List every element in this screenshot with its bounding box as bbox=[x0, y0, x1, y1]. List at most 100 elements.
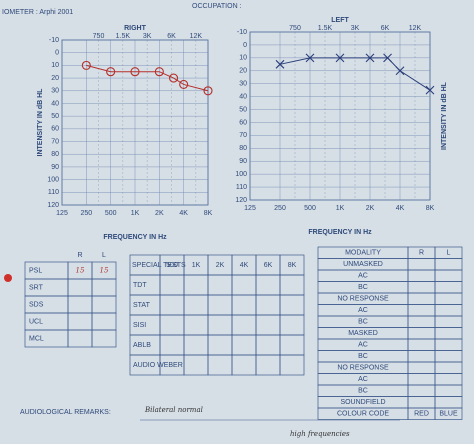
row-label: AUDIO WEBER bbox=[133, 362, 183, 369]
y-tick-label: 30 bbox=[51, 88, 59, 95]
x-tick-label: 4K bbox=[396, 205, 405, 212]
y-tick-label: 30 bbox=[239, 81, 247, 88]
y-tick-label: 20 bbox=[239, 68, 247, 75]
x-axis-label: FREQUENCY IN Hz bbox=[103, 234, 167, 241]
x-tick-label: 125 bbox=[56, 210, 68, 217]
top-tick-label: 12K bbox=[409, 25, 422, 32]
column-header: 2K bbox=[216, 262, 225, 269]
y-axis-label: INTENSITY IN dB HL bbox=[37, 88, 44, 157]
x-tick-label: 500 bbox=[304, 205, 316, 212]
remarks-label: AUDIOLOGICAL REMARKS: bbox=[20, 409, 111, 416]
y-tick-label: 70 bbox=[51, 138, 59, 145]
left-threshold bbox=[425, 85, 435, 95]
y-tick-label: 120 bbox=[235, 197, 247, 204]
cell bbox=[91, 329, 117, 348]
y-tick-label: 70 bbox=[239, 132, 247, 139]
y-tick-label: -10 bbox=[237, 29, 247, 36]
row-label: SRT bbox=[29, 284, 44, 291]
x-tick-label: 2K bbox=[155, 210, 164, 217]
row-label: PSL bbox=[29, 267, 42, 274]
row-label: BC bbox=[358, 353, 368, 360]
occupation: OCCUPATION : bbox=[192, 3, 242, 10]
row-label: AC bbox=[358, 376, 368, 383]
top-tick-label: 6K bbox=[167, 33, 176, 40]
left-threshold bbox=[365, 53, 375, 63]
remarks-text: Bilateral normal bbox=[144, 406, 203, 414]
handwritten-value: 15 bbox=[100, 267, 109, 275]
y-axis-label: INTENSITY IN dB HL bbox=[441, 81, 448, 150]
top-tick-label: 3K bbox=[143, 33, 152, 40]
left-threshold bbox=[395, 66, 405, 76]
column-header: R bbox=[77, 252, 82, 259]
footer-cell: BLUE bbox=[439, 411, 458, 418]
x-tick-label: 4K bbox=[179, 210, 188, 217]
y-tick-label: 20 bbox=[51, 75, 59, 82]
top-tick-label: 750 bbox=[93, 33, 105, 40]
row-label: MASKED bbox=[348, 330, 378, 337]
left-threshold bbox=[275, 59, 285, 69]
y-tick-label: 50 bbox=[239, 106, 247, 113]
x-tick-label: 8K bbox=[426, 205, 435, 212]
column-header: 4K bbox=[240, 262, 249, 269]
x-tick-label: 1K bbox=[131, 210, 140, 217]
top-tick-label: 6K bbox=[381, 25, 390, 32]
y-tick-label: 110 bbox=[48, 189, 59, 196]
row-label: UCL bbox=[29, 318, 43, 325]
x-axis-label: FREQUENCY IN Hz bbox=[308, 229, 372, 236]
row-label: SISI bbox=[133, 322, 146, 329]
y-tick-label: 80 bbox=[51, 151, 59, 158]
y-tick-label: 100 bbox=[47, 176, 59, 183]
row-label: ABLB bbox=[133, 342, 151, 349]
row-label: AC bbox=[358, 273, 368, 280]
x-tick-label: 250 bbox=[274, 205, 286, 212]
x-tick-label: 1K bbox=[336, 205, 345, 212]
cell bbox=[434, 407, 463, 420]
x-tick-label: 8K bbox=[204, 210, 213, 217]
y-tick-label: 80 bbox=[239, 145, 247, 152]
column-header: 500 bbox=[166, 262, 178, 269]
row-label: BC bbox=[358, 388, 368, 395]
y-tick-label: 90 bbox=[51, 164, 59, 171]
row-label: BC bbox=[358, 284, 368, 291]
row-label: NO RESPONSE bbox=[337, 296, 389, 303]
top-tick-label: 750 bbox=[289, 25, 301, 32]
column-header: L bbox=[447, 250, 451, 257]
left-threshold bbox=[383, 53, 392, 63]
ear-label: LEFT bbox=[331, 17, 349, 24]
x-tick-label: 2K bbox=[366, 205, 375, 212]
cell bbox=[279, 354, 305, 376]
top-tick-label: 1.5K bbox=[116, 33, 131, 40]
right-threshold bbox=[169, 73, 179, 83]
footer-cell: RED bbox=[414, 411, 429, 418]
y-tick-label: 110 bbox=[236, 184, 247, 191]
left-threshold bbox=[335, 53, 345, 63]
y-tick-label: 60 bbox=[51, 126, 59, 133]
y-tick-label: 50 bbox=[51, 113, 59, 120]
footer-cell: COLOUR CODE bbox=[337, 411, 389, 418]
right-threshold bbox=[81, 60, 91, 70]
y-tick-label: 40 bbox=[51, 100, 59, 107]
row-label: BC bbox=[358, 319, 368, 326]
y-tick-label: 90 bbox=[239, 158, 247, 165]
right-threshold bbox=[203, 86, 213, 96]
right-threshold bbox=[154, 67, 164, 77]
row-label: STAT bbox=[133, 302, 151, 309]
right-threshold bbox=[179, 79, 189, 89]
y-tick-label: 10 bbox=[51, 62, 59, 69]
row-label: SDS bbox=[29, 301, 44, 308]
y-tick-label: 0 bbox=[55, 50, 59, 57]
row-label: AC bbox=[358, 307, 368, 314]
y-tick-label: 120 bbox=[47, 202, 59, 209]
y-tick-label: -10 bbox=[49, 37, 59, 44]
y-tick-label: 10 bbox=[239, 55, 247, 62]
column-header: R bbox=[419, 250, 424, 257]
top-tick-label: 3K bbox=[351, 25, 360, 32]
special-tests-header: SPECIAL TESTS bbox=[132, 262, 186, 269]
y-tick-label: 60 bbox=[239, 119, 247, 126]
y-tick-label: 100 bbox=[235, 171, 247, 178]
remarks-text: high frequencies bbox=[290, 430, 350, 438]
column-header: MODALITY bbox=[345, 250, 381, 257]
column-header: 1K bbox=[192, 262, 201, 269]
